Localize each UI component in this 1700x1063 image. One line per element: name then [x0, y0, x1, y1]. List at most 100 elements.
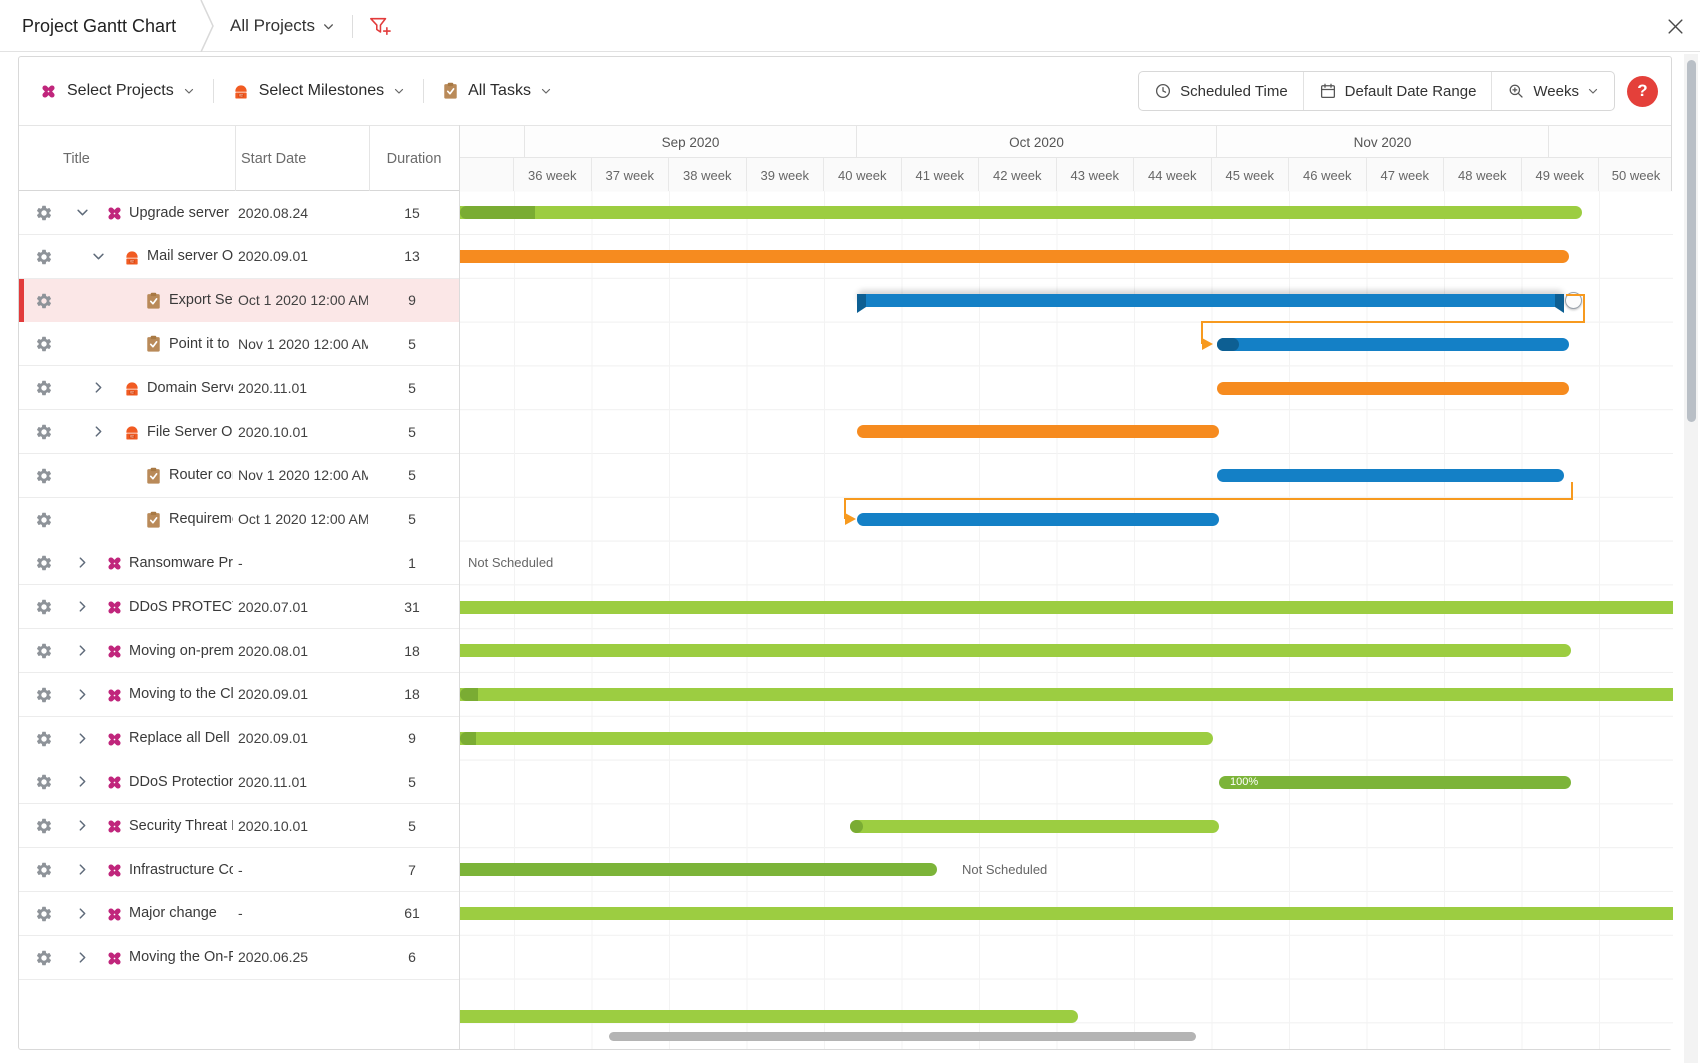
help-button[interactable]: ?	[1627, 75, 1658, 107]
gantt-bar[interactable]	[460, 206, 1582, 220]
table-row[interactable]: DDoS PROTECTIC 2020.07.01 31	[19, 585, 459, 630]
table-row[interactable]: 02 Mail server OS u 2020.09.01 13	[19, 234, 459, 279]
select-milestones-dropdown[interactable]: 02 Select Milestones	[232, 82, 405, 100]
gantt-bar[interactable]	[460, 732, 1213, 745]
row-settings-button[interactable]	[35, 467, 53, 485]
chevron-right-icon[interactable]	[75, 731, 91, 747]
row-settings-button[interactable]	[35, 642, 53, 660]
gantt-bar[interactable]	[857, 513, 1219, 526]
gantt-bar[interactable]	[1217, 469, 1564, 483]
gantt-bar[interactable]: 100%	[1219, 775, 1571, 789]
scope-label: All Projects	[230, 16, 316, 35]
gantt-bar[interactable]	[460, 1010, 1078, 1024]
chevron-right-icon[interactable]	[75, 862, 91, 878]
gantt-bar[interactable]	[1217, 381, 1569, 395]
clock-icon	[1156, 83, 1171, 99]
row-settings-button[interactable]	[35, 773, 53, 791]
gantt-bar[interactable]	[857, 425, 1219, 439]
row-title: Export Setting	[169, 292, 233, 309]
divider	[423, 79, 425, 103]
row-settings-button[interactable]	[35, 292, 53, 310]
gantt-bar[interactable]	[850, 819, 1219, 833]
table-row[interactable]: Export Setting Oct 1 2020 12:00 AM 9	[19, 278, 459, 323]
select-projects-dropdown[interactable]: Select Projects	[39, 82, 195, 101]
zoom-level-dropdown[interactable]: Weeks	[1491, 72, 1614, 110]
vertical-scrollbar[interactable]	[1686, 60, 1696, 422]
row-settings-button[interactable]	[35, 730, 53, 748]
gantt-bar[interactable]	[1217, 337, 1569, 351]
chevron-right-icon[interactable]	[91, 424, 107, 440]
table-row[interactable]: DDoS Protection S 2020.11.01 5	[19, 760, 459, 805]
gantt-bar[interactable]	[460, 250, 1569, 264]
table-gantt-divider[interactable]	[459, 125, 460, 1049]
default-date-range-button[interactable]: Default Date Range	[1302, 72, 1492, 110]
add-filter-button[interactable]	[366, 13, 394, 39]
chevron-right-icon[interactable]	[75, 687, 91, 703]
projects-icon	[42, 84, 55, 98]
row-settings-button[interactable]	[35, 861, 53, 879]
gantt-bar-cap	[1217, 337, 1239, 351]
table-row[interactable]: Moving the On-Pre 2020.06.25 6	[19, 935, 459, 980]
chevron-right-icon[interactable]	[75, 555, 91, 571]
row-settings-button[interactable]	[35, 204, 53, 222]
row-settings-button[interactable]	[35, 511, 53, 529]
row-settings-button[interactable]	[35, 335, 53, 353]
close-button[interactable]	[1662, 13, 1688, 39]
all-projects-dropdown[interactable]: All Projects	[230, 0, 335, 52]
chevron-right-icon[interactable]	[75, 950, 91, 966]
table-row[interactable]: Moving on-premise 2020.08.01 18	[19, 629, 459, 673]
table-row[interactable]: Major change - 61	[19, 891, 459, 936]
all-tasks-dropdown[interactable]: All Tasks	[442, 82, 552, 100]
gear-icon	[35, 337, 53, 356]
row-settings-button[interactable]	[35, 423, 53, 441]
chevron-right-icon[interactable]	[75, 906, 91, 922]
table-row[interactable]: Requirements dc Oct 1 2020 12:00 AM 5	[19, 497, 459, 542]
chevron-right-icon[interactable]	[75, 599, 91, 615]
table-row[interactable]: Ransomware Preve- 1	[19, 541, 459, 586]
gantt-bar[interactable]	[460, 907, 1673, 921]
table-row[interactable]: Security Threat Edu 2020.10.01 5	[19, 804, 459, 849]
chevron-down-icon[interactable]	[75, 205, 91, 221]
chevron-right-icon[interactable]	[75, 774, 91, 790]
chevron-right-icon[interactable]	[91, 380, 107, 396]
gantt-bar[interactable]	[460, 600, 1673, 614]
gantt-bar[interactable]	[857, 294, 1564, 307]
table-row[interactable]: Moving to the Clou 2020.09.01 18	[19, 672, 459, 717]
table-row[interactable]: Upgrade server 2020.08.24 15	[19, 191, 459, 235]
horizontal-scrollbar[interactable]	[609, 1032, 1196, 1041]
chevron-right-icon[interactable]	[75, 643, 91, 659]
row-settings-button[interactable]	[35, 686, 53, 704]
row-start-date: 2020.08.24	[238, 204, 309, 221]
row-settings-button[interactable]	[35, 905, 53, 923]
table-row[interactable]: 02 Domain Server (2020.11.01 5	[19, 366, 459, 411]
table-row[interactable]: Replace all Dell 46 2020.09.01 9	[19, 716, 459, 761]
chevron-right-icon[interactable]	[75, 818, 91, 834]
row-duration: 15	[404, 204, 420, 221]
row-settings-button[interactable]	[35, 598, 53, 616]
gantt-bar[interactable]	[460, 863, 937, 877]
table-row[interactable]: Router configura Nov 1 2020 12:00 AM 5	[19, 453, 459, 498]
row-settings-button[interactable]	[35, 554, 53, 572]
tab-edge-decoration	[200, 0, 214, 52]
gear-icon	[35, 950, 53, 970]
row-settings-button[interactable]	[35, 949, 53, 967]
table-row[interactable]: Point it to Bac Nov 1 2020 12:00 AM 5	[19, 322, 459, 367]
month-header-cell	[1548, 126, 1671, 157]
chevron-down-icon[interactable]	[91, 249, 107, 265]
row-settings-button[interactable]	[35, 817, 53, 835]
row-settings-button[interactable]	[35, 248, 53, 266]
row-title: Replace all Dell 46	[129, 730, 233, 747]
row-settings-button[interactable]	[35, 379, 53, 397]
header-band: Title Start Date Duration Sep 2020 Oct 20…	[19, 125, 1671, 192]
table-row[interactable]: Infrastructure Comp- 7	[19, 848, 459, 892]
dependency-connector	[844, 482, 1573, 525]
gantt-bar[interactable]	[460, 644, 1571, 658]
toolbar: Select Projects 02 Select Milestones	[19, 57, 1671, 125]
vertical-scrollbar-track[interactable]	[1684, 54, 1698, 1063]
row-title: Router configura	[169, 467, 233, 484]
scheduled-time-button[interactable]: Scheduled Time	[1139, 72, 1303, 110]
gantt-bar[interactable]	[460, 688, 1673, 702]
table-row[interactable]: 02 File Server OS u 2020.10.01 5	[19, 410, 459, 454]
week-header-cell: 36 week	[513, 158, 591, 192]
gear-icon	[35, 249, 53, 269]
